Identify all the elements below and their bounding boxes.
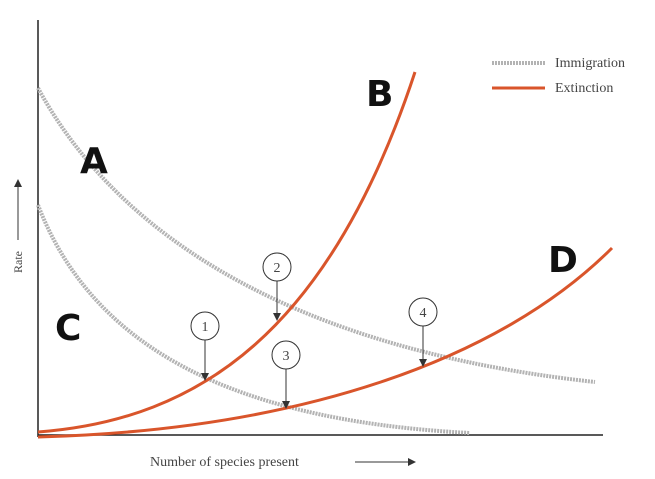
immigration-curve-a bbox=[36, 87, 596, 384]
curve-label: A bbox=[80, 141, 108, 182]
marker-label: 3 bbox=[283, 349, 290, 364]
marker-label: 1 bbox=[202, 320, 209, 335]
marker: 2 bbox=[262, 252, 292, 321]
extinction-curve-d bbox=[37, 246, 614, 439]
marker-label: 2 bbox=[274, 261, 281, 276]
y-axis-label: Rate bbox=[11, 251, 25, 273]
extinction-curve-b bbox=[37, 71, 417, 434]
marker-label: 4 bbox=[420, 306, 427, 321]
curve-label: D bbox=[548, 240, 578, 281]
x-axis-label: Number of species present bbox=[150, 455, 299, 470]
curve-label: B bbox=[366, 74, 393, 115]
curve-label: C bbox=[55, 308, 81, 349]
marker: 3 bbox=[271, 340, 301, 409]
immigration-curve-c bbox=[36, 204, 471, 435]
legend-label: Immigration bbox=[555, 56, 625, 71]
marker: 1 bbox=[190, 311, 220, 381]
marker: 4 bbox=[408, 297, 438, 367]
legend-label: Extinction bbox=[555, 81, 613, 96]
